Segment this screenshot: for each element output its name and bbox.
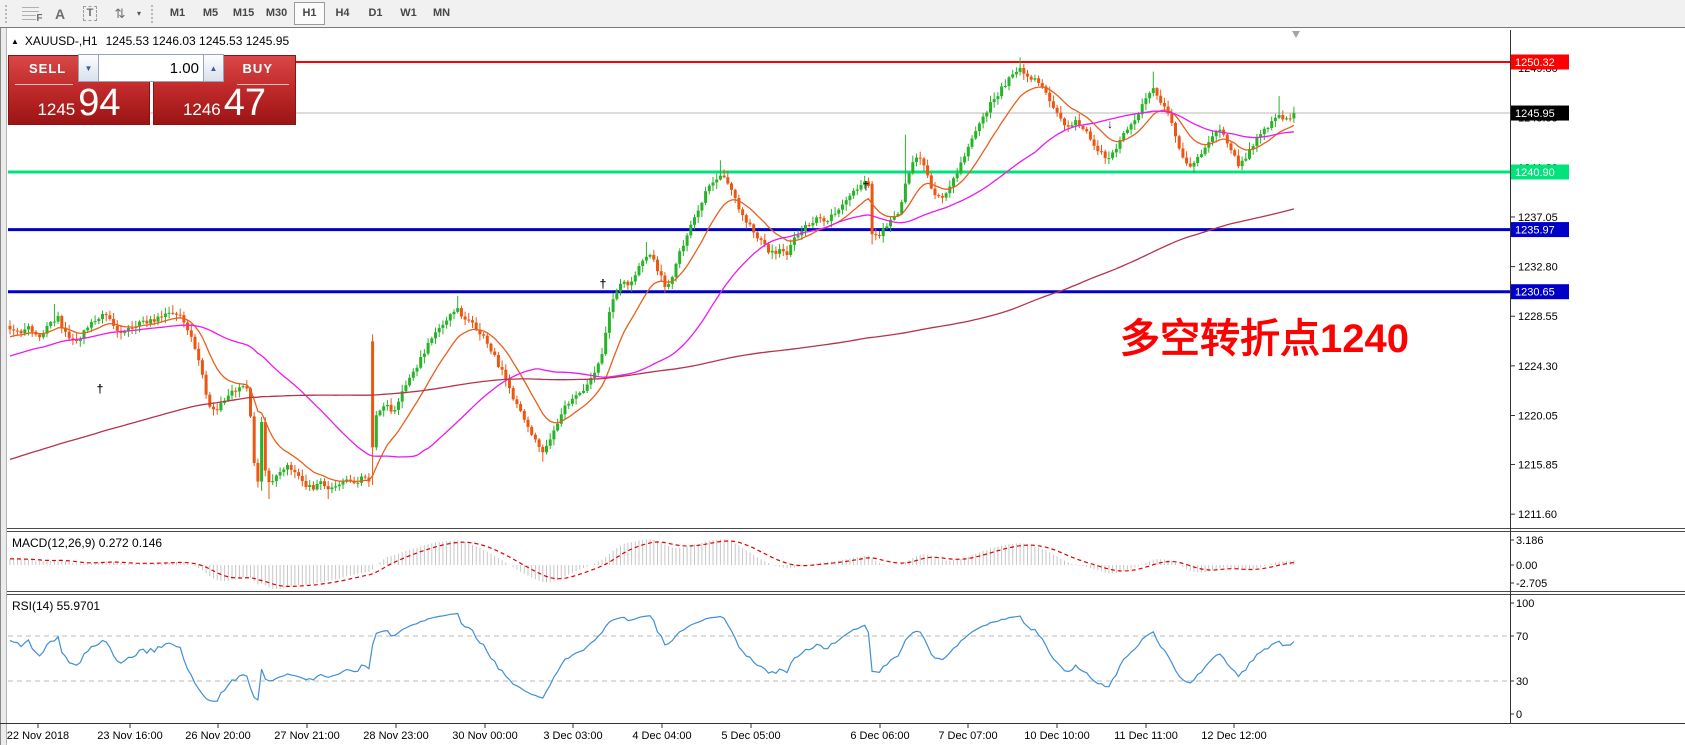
timeframe-m30[interactable]: M30	[265, 7, 288, 19]
price-badge	[1511, 284, 1569, 300]
time-tick-label: 7 Dec 07:00	[938, 730, 997, 742]
ma-medium-line	[9, 110, 1294, 458]
price-badge	[1511, 222, 1569, 238]
time-tick-label: 11 Dec 11:00	[1114, 730, 1178, 742]
volume-increase-button[interactable]: ▲	[203, 55, 223, 81]
macd-signal-line	[9, 540, 1294, 587]
chart-marker: †	[97, 382, 104, 396]
timeframe-h4[interactable]: H4	[335, 7, 350, 19]
text-tool-icon[interactable]: A	[54, 5, 66, 22]
toolbar-drag-handle-2[interactable]	[151, 4, 156, 23]
price-tick-label: 1224.30	[1518, 361, 1558, 373]
price-badge-label: 1230.65	[1515, 287, 1555, 299]
indicator-scales[interactable]: 3.186 0.00 -2.705 100 70 30 0	[1510, 535, 1548, 721]
price-badge-label: 1235.97	[1515, 225, 1555, 237]
time-tick-label: 10 Dec 10:00	[1024, 730, 1089, 742]
panel-expander-icon[interactable]: ▲	[11, 36, 19, 46]
annotation-text: 多空转折点1240	[1120, 317, 1409, 361]
timeframe-w1[interactable]: W1	[400, 7, 417, 19]
time-tick-label: 27 Nov 21:00	[274, 730, 339, 742]
sell-price-small: 1245	[37, 100, 76, 119]
price-tick-label: 1232.80	[1518, 262, 1558, 274]
price-tick-label: 1228.55	[1518, 311, 1558, 323]
ma-slow-line	[9, 208, 1295, 461]
macd-pane[interactable]	[9, 539, 1295, 589]
scale-label: 70	[1516, 631, 1528, 643]
chart-shift-marker-icon[interactable]	[1292, 31, 1300, 38]
scale-label: -2.705	[1516, 578, 1547, 590]
macd-title: MACD(12,26,9) 0.272 0.146	[12, 536, 162, 550]
buy-label: BUY	[242, 61, 273, 76]
sell-price: 1245 94	[9, 82, 149, 124]
timeframe-buttons-group: M1 M5 M15 M30 H1 H4 D1 W1 MN	[161, 2, 458, 25]
ma-fast-line	[9, 86, 1295, 483]
time-tick-label: 5 Dec 05:00	[721, 730, 780, 742]
volume-decrease-button[interactable]: ▼	[79, 55, 99, 81]
timeframe-h1[interactable]: H1	[294, 2, 326, 25]
chevron-down-icon[interactable]: ▾	[137, 9, 142, 18]
rsi-title: RSI(14) 55.9701	[12, 599, 100, 613]
price-tick-label: 1237.05	[1518, 212, 1558, 224]
price-axis[interactable]: 1249.801245.551241.301237.051232.801228.…	[1510, 54, 1570, 522]
volume-input[interactable]	[99, 55, 203, 81]
price-tick-label: 1211.60	[1518, 509, 1557, 521]
timeframe-m15[interactable]: M15	[232, 7, 255, 19]
time-tick-label: 30 Nov 00:00	[452, 730, 517, 742]
chart-marker: †	[863, 179, 870, 193]
sell-price-big: 94	[78, 82, 121, 124]
chart-marker: ↓	[1107, 117, 1113, 131]
scale-label: 3.186	[1516, 535, 1544, 547]
buy-price: 1246 47	[154, 82, 295, 124]
chart-info-bar: ▲ XAUUSD-,H1 1245.53 1246.03 1245.53 124…	[11, 34, 289, 48]
buy-price-small: 1246	[182, 100, 221, 119]
sell-underline	[15, 84, 73, 85]
time-tick-label: 23 Nov 16:00	[97, 730, 162, 742]
scale-label: 100	[1516, 598, 1534, 610]
timeframe-mn[interactable]: MN	[432, 7, 451, 19]
time-tick-label: 3 Dec 03:00	[543, 730, 602, 742]
price-badge-label: 1240.90	[1515, 167, 1555, 179]
arrows-tool-icon[interactable]: ⇅	[114, 5, 126, 21]
candlestick-series	[8, 57, 1296, 499]
timeframe-m1[interactable]: M1	[169, 7, 186, 19]
price-tick-label: 1215.85	[1518, 460, 1558, 472]
drawing-tools-group: F A T ⇅	[15, 3, 135, 25]
time-tick-label: 22 Nov 2018	[7, 730, 69, 742]
buy-price-big: 47	[223, 82, 267, 124]
scale-label: 30	[1516, 676, 1528, 688]
fibonacci-tool-icon[interactable]: F	[17, 3, 43, 25]
rsi-pane[interactable]	[8, 612, 1510, 702]
scale-label: 0	[1516, 709, 1522, 721]
time-tick-label: 12 Dec 12:00	[1201, 730, 1266, 742]
time-tick-label: 26 Nov 20:00	[185, 730, 250, 742]
time-tick-label: 28 Nov 23:00	[363, 730, 428, 742]
sell-label: SELL	[29, 61, 67, 76]
top-toolbar: F A T ⇅ ▾ M1 M5 M15 M30 H1 H4 D1 W1 MN	[0, 0, 1685, 28]
symbol-period-label: XAUUSD-,H1	[24, 34, 98, 48]
price-badge-label: 1250.32	[1515, 57, 1555, 69]
price-badge	[1511, 54, 1569, 70]
buy-underline	[237, 84, 289, 85]
price-badge	[1511, 105, 1569, 121]
text-label-tool-icon[interactable]: T	[77, 3, 103, 25]
scale-label: 0.00	[1516, 560, 1537, 572]
toolbar-drag-handle[interactable]	[5, 4, 10, 23]
ohlc-values: 1245.53 1246.03 1245.53 1245.95	[105, 34, 290, 48]
timeframe-d1[interactable]: D1	[368, 7, 383, 19]
chart-marker: †	[600, 277, 607, 291]
time-tick-label: 4 Dec 04:00	[632, 730, 691, 742]
price-tick-label: 1220.05	[1518, 410, 1558, 422]
one-click-trading-panel: SELL 1245 94 BUY 1246 47 ▼ ▲	[8, 54, 296, 125]
rsi-line	[9, 612, 1295, 702]
time-tick-label: 6 Dec 06:00	[850, 730, 909, 742]
price-badge-label: 1245.95	[1515, 108, 1555, 120]
timeframe-m5[interactable]: M5	[202, 7, 219, 19]
price-badge	[1511, 164, 1569, 180]
volume-control: ▼ ▲	[78, 54, 224, 82]
window-frame	[0, 28, 7, 745]
time-axis[interactable]: 22 Nov 2018 23 Nov 16:00 26 Nov 20:00 27 No…	[7, 723, 1267, 743]
